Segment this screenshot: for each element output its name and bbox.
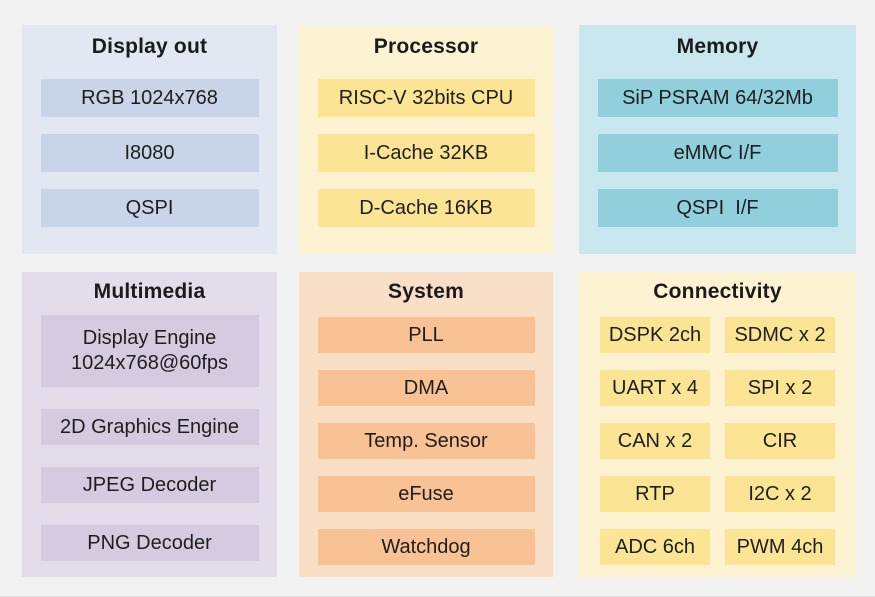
block-qspi: QSPI — [40, 189, 259, 227]
memory-blocks: SiP PSRAM 64/32Mb eMMC I/F QSPI I/F — [579, 79, 856, 227]
block-dspk: DSPK 2ch — [600, 317, 710, 353]
block-dma: DMA — [317, 370, 535, 406]
panel-system: System PLL DMA Temp. Sensor eFuse Watchd… — [299, 272, 553, 577]
block-sdmc: SDMC x 2 — [725, 317, 835, 353]
block-rtp: RTP — [600, 476, 710, 512]
block-can: CAN x 2 — [600, 423, 710, 459]
processor-blocks: RISC-V 32bits CPU I-Cache 32KB D-Cache 1… — [299, 79, 553, 227]
panel-title-memory: Memory — [676, 35, 759, 58]
panel-title-processor: Processor — [373, 35, 479, 58]
block-temp-sensor: Temp. Sensor — [317, 423, 535, 459]
block-i8080: I8080 — [40, 134, 259, 172]
connectivity-blocks: DSPK 2ch SDMC x 2 UART x 4 SPI x 2 CAN x… — [579, 317, 856, 565]
block-pwm: PWM 4ch — [725, 529, 835, 565]
block-qspi-if: QSPI I/F — [597, 189, 838, 227]
display-out-blocks: RGB 1024x768 I8080 QSPI — [22, 79, 277, 227]
panel-memory: Memory SiP PSRAM 64/32Mb eMMC I/F QSPI I… — [579, 25, 856, 254]
panel-title-connectivity: Connectivity — [653, 280, 782, 303]
block-efuse: eFuse — [317, 476, 535, 512]
panel-display-out: Display out RGB 1024x768 I8080 QSPI — [22, 25, 277, 254]
panel-title-display-out: Display out — [91, 35, 208, 58]
block-rgb-1024x768: RGB 1024x768 — [40, 79, 259, 117]
block-emmc-if: eMMC I/F — [597, 134, 838, 172]
multimedia-blocks: Display Engine 1024x768@60fps 2D Graphic… — [22, 315, 277, 561]
block-adc: ADC 6ch — [600, 529, 710, 565]
block-spi: SPI x 2 — [725, 370, 835, 406]
panel-connectivity: Connectivity DSPK 2ch SDMC x 2 UART x 4 … — [579, 272, 856, 577]
block-uart: UART x 4 — [600, 370, 710, 406]
block-png-decoder: PNG Decoder — [40, 525, 259, 561]
block-icache: I-Cache 32KB — [317, 134, 535, 172]
panel-title-system: System — [388, 280, 464, 303]
block-riscv-cpu: RISC-V 32bits CPU — [317, 79, 535, 117]
block-jpeg-decoder: JPEG Decoder — [40, 467, 259, 503]
block-2d-graphics-engine: 2D Graphics Engine — [40, 409, 259, 445]
block-cir: CIR — [725, 423, 835, 459]
block-watchdog: Watchdog — [317, 529, 535, 565]
block-pll: PLL — [317, 317, 535, 353]
system-blocks: PLL DMA Temp. Sensor eFuse Watchdog — [299, 317, 553, 565]
block-sip-psram: SiP PSRAM 64/32Mb — [597, 79, 838, 117]
panel-processor: Processor RISC-V 32bits CPU I-Cache 32KB… — [299, 25, 553, 254]
block-display-engine: Display Engine 1024x768@60fps — [40, 315, 259, 387]
panel-multimedia: Multimedia Display Engine 1024x768@60fps… — [22, 272, 277, 577]
panel-title-multimedia: Multimedia — [93, 280, 206, 303]
block-dcache: D-Cache 16KB — [317, 189, 535, 227]
block-i2c: I2C x 2 — [725, 476, 835, 512]
